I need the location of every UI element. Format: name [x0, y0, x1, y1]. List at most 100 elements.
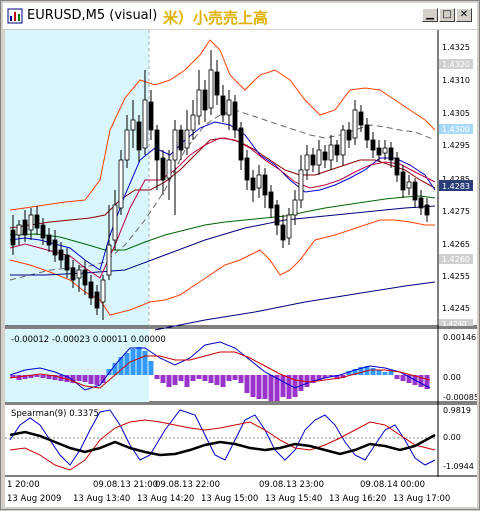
minimize-button[interactable]: ▁ — [422, 8, 438, 22]
price-tick-highlight — [439, 59, 473, 69]
candle-body — [154, 129, 160, 161]
candle-body — [58, 249, 64, 261]
candle-body — [214, 71, 220, 96]
candle-body — [322, 151, 328, 161]
candle-body — [418, 197, 424, 209]
histogram-bar — [406, 375, 412, 383]
histogram-bar — [136, 347, 142, 375]
candlestick-series — [10, 50, 430, 320]
histogram-bar — [292, 375, 298, 397]
time-tick-bottom: 13 Aug 14:20 — [137, 494, 194, 504]
candle-body — [70, 267, 76, 281]
candle-body — [34, 214, 40, 229]
candle-body — [88, 281, 94, 299]
price-tick-highlight — [439, 254, 473, 264]
histogram-bar — [40, 375, 46, 378]
histogram-bar — [250, 375, 256, 397]
histogram-bar — [190, 375, 196, 381]
histogram-bar — [274, 375, 280, 401]
chart-canvas[interactable]: 1.4325 1.4320 1.4310 1.4305 1.4300 1.429… — [5, 30, 479, 507]
candle-body — [64, 254, 70, 271]
time-tick-bottom: 13 Aug 15:40 — [265, 494, 322, 504]
histogram-bar — [400, 375, 406, 381]
histogram-bar — [304, 375, 310, 387]
candle-body — [352, 109, 358, 139]
candle-body — [220, 95, 226, 116]
histogram-bar — [214, 375, 220, 385]
candle-body — [112, 204, 118, 241]
candle-body — [388, 147, 394, 161]
time-tick-bottom: 13 Aug 2009 — [7, 494, 61, 504]
candle-body — [394, 157, 400, 176]
price-tick-highlight — [439, 319, 473, 326]
histogram-bar — [148, 361, 154, 375]
histogram-bar — [220, 375, 226, 387]
candle-body — [376, 147, 382, 156]
histogram-bar — [76, 375, 82, 381]
candle-body — [76, 269, 82, 279]
candle-body — [316, 149, 322, 166]
histogram-bar — [340, 375, 346, 378]
histogram-bar — [112, 363, 118, 375]
maximize-icon: □ — [442, 9, 452, 20]
candle-body — [130, 119, 136, 131]
candle-body — [400, 171, 406, 191]
candle-body — [328, 144, 334, 161]
histogram-bar — [118, 357, 124, 375]
slow-ma-line — [9, 195, 436, 251]
candle-body — [382, 147, 388, 154]
candle-body — [142, 99, 148, 149]
maximize-button[interactable]: □ — [439, 8, 455, 22]
histogram-bar — [166, 375, 172, 387]
price-tick: 1.4310 — [442, 76, 470, 85]
histogram-series — [10, 347, 430, 401]
histogram-bar — [256, 375, 262, 399]
candle-body — [226, 99, 232, 116]
candle-body — [202, 89, 208, 111]
candle-body — [256, 174, 262, 189]
candle-body — [106, 244, 112, 276]
candle-body — [424, 204, 430, 216]
histogram-bar — [82, 375, 88, 382]
histogram-bar — [34, 375, 40, 377]
candle-body — [340, 129, 346, 156]
candle-body — [346, 129, 352, 141]
histogram-bar — [388, 371, 394, 375]
current-price-marker — [439, 180, 473, 191]
candle-body — [178, 129, 184, 151]
fast-ma-line — [9, 121, 436, 271]
time-tick-top: 09.08.13 22:00 — [155, 480, 220, 490]
price-tick: 1.4255 — [442, 272, 470, 281]
chart-area[interactable]: 1.4325 1.4320 1.4310 1.4305 1.4300 1.429… — [5, 30, 479, 507]
histogram-bar — [346, 371, 352, 375]
price-tick: 1.4300 — [442, 125, 470, 134]
histogram-bar — [316, 375, 322, 380]
candle-body — [406, 181, 412, 189]
histogram-bar — [130, 349, 136, 375]
candle-body — [100, 279, 106, 303]
histogram-bar — [310, 375, 316, 383]
candle-body — [304, 154, 310, 171]
indicator2-axis-bottom: -1.0944 — [443, 462, 474, 471]
candle-body — [310, 154, 316, 166]
time-tick-bottom: 13 Aug 13:40 — [73, 494, 130, 504]
histogram-bar — [382, 372, 388, 375]
candle-body — [262, 174, 268, 196]
price-tick: 1.4275 — [442, 207, 470, 216]
indicator2-axis-zero: 0.00 — [443, 433, 461, 442]
histogram-bar — [88, 375, 94, 384]
candle-body — [160, 157, 166, 181]
candle-body — [16, 224, 22, 236]
close-button[interactable]: ✕ — [456, 8, 472, 22]
histogram-bar — [208, 375, 214, 383]
histogram-bar — [172, 375, 178, 385]
candle-body — [286, 214, 292, 239]
time-tick-bottom: 13 Aug 15:00 — [201, 494, 258, 504]
candle-body — [184, 129, 190, 149]
time-axis-labels: 1 20:00 09.08.13 21:00 09.08.13 22:00 09… — [7, 480, 450, 504]
indicator1-axis-zero: 0.00 — [443, 373, 461, 382]
time-axis-area — [5, 477, 477, 507]
histogram-bar — [328, 375, 334, 377]
histogram-bar — [262, 375, 268, 399]
candle-body — [268, 191, 274, 209]
